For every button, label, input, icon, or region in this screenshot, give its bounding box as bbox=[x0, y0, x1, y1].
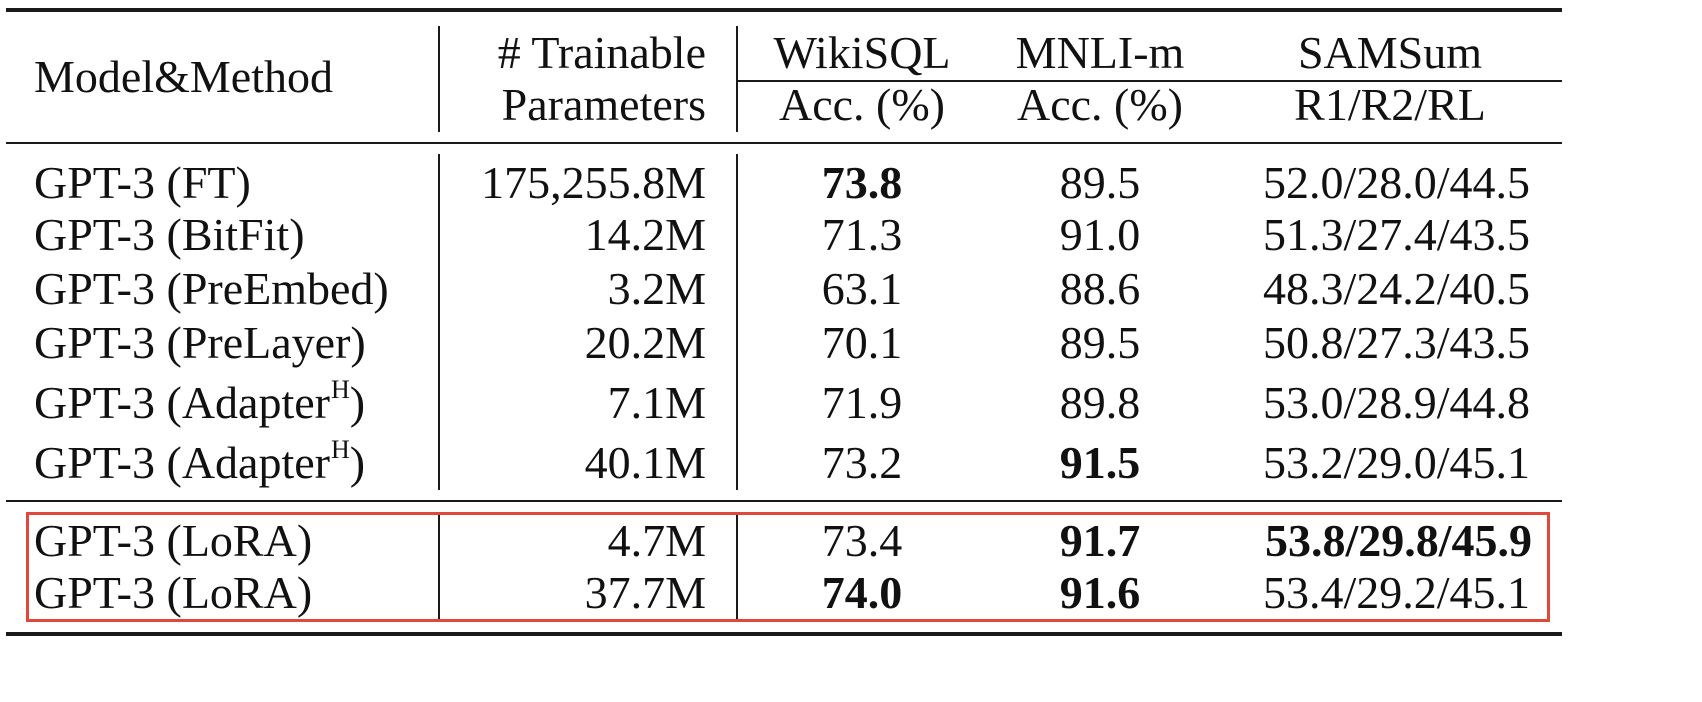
row-wikisql: 70.1 bbox=[821, 317, 903, 368]
row-mnli: 91.0 bbox=[1059, 209, 1141, 260]
row-wikisql: 73.4 bbox=[821, 515, 903, 566]
row-wikisql: 63.1 bbox=[821, 263, 903, 314]
row-model: GPT-3 (PreEmbed) bbox=[34, 263, 389, 314]
group-header-rule bbox=[738, 80, 1562, 82]
header-wikisql-metric: Acc. (%) bbox=[778, 79, 945, 130]
row-mnli: 89.5 bbox=[1059, 157, 1141, 208]
row-mnli: 89.8 bbox=[1059, 377, 1141, 428]
vertical-rule-2-header bbox=[736, 26, 738, 132]
header-bottom-rule bbox=[6, 142, 1562, 144]
vertical-rule-1-header bbox=[438, 26, 440, 132]
header-trainable-line1: # Trainable bbox=[497, 27, 706, 78]
row-model-name: GPT-3 (Adapter bbox=[34, 377, 330, 428]
row-model: GPT-3 (BitFit) bbox=[34, 209, 305, 260]
row-wikisql: 71.9 bbox=[821, 377, 903, 428]
row-model-name: GPT-3 (Adapter bbox=[34, 437, 330, 488]
top-rule bbox=[6, 8, 1562, 12]
row-params: 40.1M bbox=[584, 437, 706, 488]
row-samsum: 53.4/29.2/45.1 bbox=[1262, 567, 1530, 618]
row-mnli: 91.7 bbox=[1059, 515, 1141, 566]
header-mnli: MNLI-m bbox=[1015, 27, 1185, 78]
superscript-h: H bbox=[330, 375, 350, 404]
header-trainable-line2: Parameters bbox=[501, 79, 706, 130]
vertical-rule-2-body bbox=[736, 154, 738, 490]
row-mnli: 88.6 bbox=[1059, 263, 1141, 314]
row-model: GPT-3 (FT) bbox=[34, 157, 251, 208]
row-wikisql: 71.3 bbox=[821, 209, 903, 260]
row-samsum: 53.2/29.0/45.1 bbox=[1262, 437, 1530, 488]
superscript-h: H bbox=[330, 435, 350, 464]
row-params: 3.2M bbox=[607, 263, 706, 314]
row-samsum: 52.0/28.0/44.5 bbox=[1262, 157, 1530, 208]
row-wikisql: 73.8 bbox=[821, 157, 903, 208]
row-model: GPT-3 (LoRA) bbox=[34, 515, 313, 566]
bottom-rule bbox=[6, 632, 1562, 636]
header-samsum-metric: R1/R2/RL bbox=[1294, 79, 1486, 130]
row-model: GPT-3 (PreLayer) bbox=[34, 317, 366, 368]
row-samsum: 48.3/24.2/40.5 bbox=[1262, 263, 1530, 314]
row-wikisql: 73.2 bbox=[821, 437, 903, 488]
row-model: GPT-3 (LoRA) bbox=[34, 567, 313, 618]
row-params: 175,255.8M bbox=[481, 157, 706, 208]
header-wikisql: WikiSQL bbox=[773, 27, 951, 78]
row-model: GPT-3 (AdapterH) bbox=[34, 377, 366, 428]
row-mnli: 89.5 bbox=[1059, 317, 1141, 368]
lora-section-rule bbox=[6, 500, 1562, 502]
vertical-rule-1-body bbox=[438, 154, 440, 490]
row-model-close: ) bbox=[349, 377, 366, 428]
row-model-close: ) bbox=[349, 437, 366, 488]
row-mnli: 91.5 bbox=[1059, 437, 1141, 488]
row-model: GPT-3 (AdapterH) bbox=[34, 437, 366, 488]
row-params: 20.2M bbox=[584, 317, 706, 368]
header-samsum: SAMSum bbox=[1297, 27, 1483, 78]
header-mnli-metric: Acc. (%) bbox=[1016, 79, 1183, 130]
row-samsum: 53.8/29.8/45.9 bbox=[1264, 515, 1532, 566]
row-mnli: 91.6 bbox=[1059, 567, 1141, 618]
row-params: 4.7M bbox=[607, 515, 706, 566]
row-samsum: 53.0/28.9/44.8 bbox=[1262, 377, 1530, 428]
row-samsum: 51.3/27.4/43.5 bbox=[1262, 209, 1530, 260]
row-params: 7.1M bbox=[607, 377, 706, 428]
row-samsum: 50.8/27.3/43.5 bbox=[1262, 317, 1530, 368]
vertical-rule-1-lora bbox=[438, 514, 440, 622]
row-wikisql: 74.0 bbox=[821, 567, 903, 618]
row-params: 37.7M bbox=[584, 567, 706, 618]
lora-highlight-box bbox=[26, 512, 1550, 622]
vertical-rule-2-lora bbox=[736, 514, 738, 622]
header-model-method: Model&Method bbox=[34, 51, 333, 102]
row-params: 14.2M bbox=[584, 209, 706, 260]
